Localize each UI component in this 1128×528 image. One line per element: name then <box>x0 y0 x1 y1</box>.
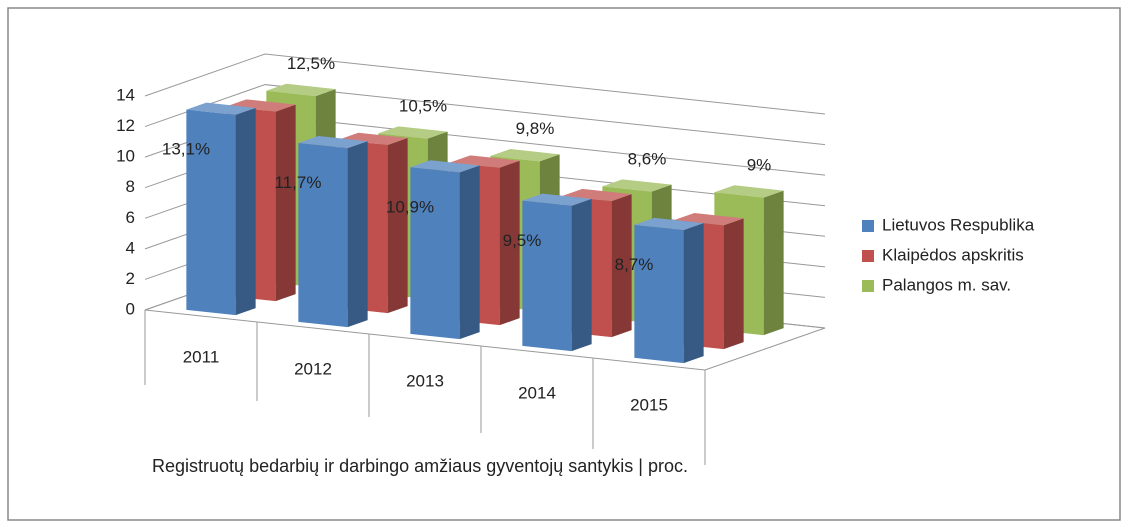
bar-top <box>186 102 256 115</box>
bar-top <box>674 213 744 226</box>
data-label: 8,6% <box>628 150 667 169</box>
legend-label: Lietuvos Respublika <box>882 215 1035 234</box>
bar-top <box>490 149 560 162</box>
bar-top <box>298 136 368 149</box>
data-label: 9,8% <box>516 119 555 138</box>
legend-swatch <box>862 280 874 292</box>
bar-top <box>450 155 520 168</box>
bar-side <box>611 194 632 338</box>
y-tick-label: 8 <box>126 177 135 196</box>
data-label: 13,1% <box>162 140 210 159</box>
bar-top <box>410 160 480 173</box>
bar-side <box>499 160 520 326</box>
y-tick-label: 2 <box>126 269 135 288</box>
bar <box>410 167 460 340</box>
y-tick-label: 10 <box>116 147 135 166</box>
legend-label: Klaipėdos apskritis <box>882 245 1024 264</box>
bar-top <box>602 179 672 192</box>
data-label: 10,5% <box>399 96 447 115</box>
bar-top <box>522 193 592 206</box>
bar <box>634 224 684 364</box>
bar-top <box>338 132 408 145</box>
data-label: 9% <box>747 155 772 174</box>
bar-top <box>714 185 784 198</box>
grid-line <box>144 84 826 146</box>
data-label: 8,7% <box>615 255 654 274</box>
bar-top <box>562 188 632 202</box>
y-tick-label: 4 <box>126 238 135 257</box>
grid-line <box>144 53 826 115</box>
data-label: 10,9% <box>386 197 434 216</box>
bar-top <box>378 126 448 139</box>
data-label: 11,7% <box>275 173 322 192</box>
x-tick-label: 2011 <box>183 347 220 366</box>
bar-side <box>459 165 480 340</box>
bar-side <box>347 141 368 328</box>
bar-side <box>387 137 408 314</box>
bar-side <box>683 223 704 364</box>
bar-side <box>275 104 296 302</box>
bar <box>298 143 348 328</box>
bar <box>522 200 572 352</box>
y-tick-label: 6 <box>126 208 135 227</box>
bar-top <box>266 83 336 97</box>
x-tick-label: 2013 <box>406 371 444 390</box>
y-tick-label: 0 <box>126 299 135 318</box>
bar-side <box>723 218 744 350</box>
bar-top <box>634 217 704 231</box>
y-tick-label: 12 <box>116 116 135 135</box>
x-axis-title: Registruotų bedarbių ir darbingo amžiaus… <box>152 456 688 476</box>
legend-label: Palangos m. sav. <box>882 275 1011 294</box>
data-label: 12,5% <box>287 54 335 73</box>
bar-top <box>226 99 296 112</box>
legend-swatch <box>862 250 874 262</box>
y-tick-label: 14 <box>116 85 135 104</box>
legend-swatch <box>862 220 874 232</box>
x-tick-label: 2014 <box>518 383 556 402</box>
bar-side <box>763 190 784 336</box>
data-label: 9,5% <box>503 231 542 250</box>
x-tick-label: 2012 <box>294 359 332 378</box>
bar <box>186 109 236 316</box>
bar-side <box>235 107 256 316</box>
bar-side <box>571 198 592 352</box>
x-tick-label: 2015 <box>630 395 668 414</box>
